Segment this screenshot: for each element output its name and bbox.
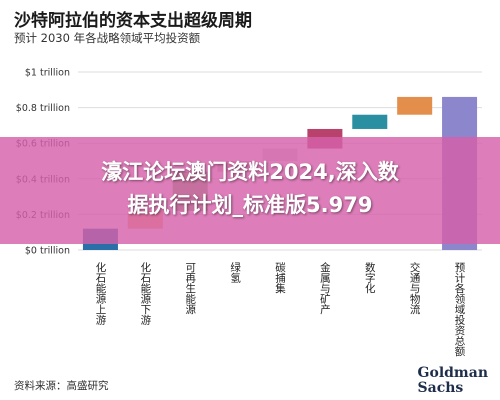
promo-overlay-band	[0, 137, 500, 244]
promo-overlay-text: 濠江论坛澳门资料2024,深入数 据执行计划_标准版5.979	[0, 156, 500, 222]
source-note: 资料来源：高盛研究	[14, 380, 109, 392]
y-tick-label: $1 trillion	[25, 68, 70, 79]
chart-subtitle: 预计 2030 年各战略领域平均投资额	[14, 31, 201, 45]
x-tick-label: 金属与矿产	[319, 261, 331, 315]
y-tick-label: $0.8 trillion	[16, 103, 70, 114]
x-tick-label: 碳捕集	[274, 261, 286, 294]
y-tick-label: $0 trillion	[25, 246, 70, 257]
bar-8	[397, 96, 433, 115]
x-tick-label: 绿氢	[229, 261, 241, 283]
x-tick-label: 预计各领域投资总额	[454, 262, 466, 357]
x-tick-label: 交通与物流	[409, 261, 421, 315]
goldman-sachs-logo: Goldman Sachs	[418, 366, 488, 396]
chart-title: 沙特阿拉伯的资本支出超级周期	[14, 11, 252, 31]
logo-line-1: Goldman	[417, 365, 488, 381]
logo-line-2: Sachs	[417, 380, 464, 396]
overlay-line-2: 据执行计划_标准版5.979	[127, 193, 373, 217]
x-tick-label: 可再生能源	[184, 262, 196, 315]
x-tick-label: 化石能源下游	[139, 261, 151, 326]
overlay-line-1: 濠江论坛澳门资料2024,深入数	[101, 160, 399, 184]
bar-7	[352, 114, 388, 129]
x-axis-labels: 化石能源上游 化石能源下游 可再生能源 绿氢 碳捕集 金属与矿产 数字化 交通与物流 预计各领域…	[94, 261, 465, 357]
x-tick-label: 数字化	[364, 261, 376, 294]
x-tick-label: 化石能源上游	[94, 261, 106, 326]
